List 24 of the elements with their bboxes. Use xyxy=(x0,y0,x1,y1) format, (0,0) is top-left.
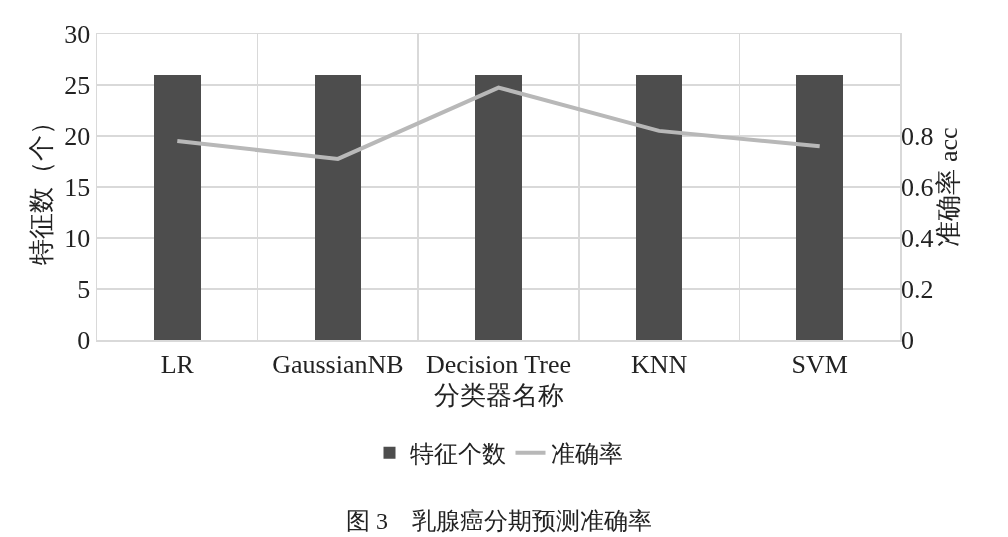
y-tick-label: 10 xyxy=(64,224,91,254)
caption: 图 3 乳腺癌分期预测准确率 xyxy=(346,508,652,534)
y2-axis-title: 准确率 acc xyxy=(934,127,964,247)
y-tick-label: 20 xyxy=(64,122,91,152)
y-tick-label: 15 xyxy=(64,173,91,203)
y2-tick-label: 0.6 xyxy=(901,173,934,203)
x-tick-label: GaussianNB xyxy=(272,349,404,379)
y2-tick-label: 0 xyxy=(901,326,914,356)
line-series xyxy=(175,85,822,161)
x-axis-title: 分类器名称 xyxy=(433,381,564,411)
x-tick-label: LR xyxy=(160,349,195,379)
legend-label: 准确率 xyxy=(550,441,623,468)
y-tick-label: 25 xyxy=(64,71,91,101)
y2-tick-label: 0.2 xyxy=(901,275,934,305)
y2-tick-label: 0.4 xyxy=(901,224,934,254)
y-axis-title: 特征数（个） xyxy=(26,109,56,265)
x-tick-label: SVM xyxy=(791,349,848,379)
y-tick-label: 5 xyxy=(77,275,91,305)
y-tick-label: 0 xyxy=(77,326,91,356)
x-tick-label: Decision Tree xyxy=(425,349,572,379)
y-tick-label: 30 xyxy=(64,20,91,50)
legend-label: 特征个数 xyxy=(409,441,506,468)
x-tick-label: KNN xyxy=(630,349,688,379)
y2-tick-label: 0.8 xyxy=(901,122,934,152)
